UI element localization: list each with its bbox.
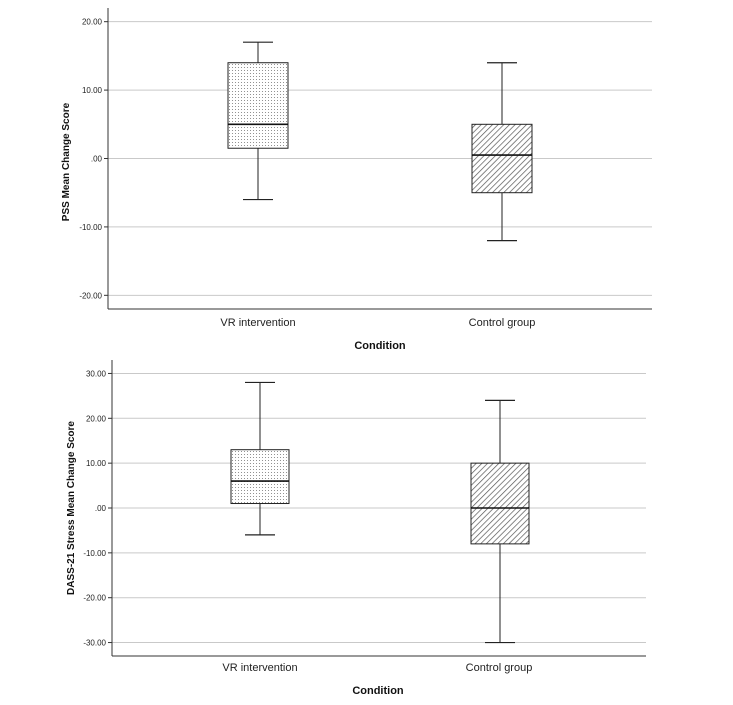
dass-vr-box-group [230, 381, 290, 536]
dass-y-tick-label: -10.00 [83, 549, 106, 558]
dass-control-box-group [470, 399, 530, 644]
pss-axes [107, 8, 652, 310]
dass-category-label-vr: VR intervention [222, 662, 297, 674]
dass-category-label-control: Control group [466, 662, 533, 674]
dass-y-tick-label: 20.00 [86, 414, 107, 423]
pss-boxes [227, 41, 533, 242]
pss-y-axis-label: PSS Mean Change Score [61, 102, 72, 221]
pss-boxplot: 20.00 10.00 .00 -10.00 -20.00 VR interventio… [61, 8, 652, 352]
pss-vr-box [227, 62, 289, 149]
pss-y-ticks: 20.00 10.00 .00 -10.00 -20.00 [79, 18, 108, 300]
pss-x-axis-label: Condition [354, 340, 406, 352]
dass-y-axis-label: DASS-21 Stress Mean Change Score [66, 421, 77, 595]
dass-stress-boxplot: 30.00 20.00 10.00 .00 -10.00 -20.00 -30.00 VR … [66, 360, 646, 697]
dass-control-box [470, 462, 530, 545]
pss-y-tick-label: 20.00 [82, 18, 103, 27]
pss-category-label-control: Control group [469, 317, 536, 329]
dass-axes [111, 360, 646, 657]
dass-y-tick-label: 10.00 [86, 459, 107, 468]
dass-y-tick-label: -20.00 [83, 594, 106, 603]
pss-y-tick-label: 10.00 [82, 86, 103, 95]
dass-boxes [230, 381, 530, 644]
dass-y-tick-label: .00 [95, 504, 107, 513]
pss-y-tick-label: .00 [91, 155, 103, 164]
pss-control-box-group [471, 62, 533, 242]
pss-y-tick-label: -10.00 [79, 223, 102, 232]
pss-grid [108, 21, 652, 296]
dass-vr-box [230, 449, 290, 505]
pss-y-tick-label: -20.00 [79, 291, 102, 300]
dass-y-tick-label: -30.00 [83, 639, 106, 648]
pss-control-box [471, 123, 533, 194]
dass-y-ticks: 30.00 20.00 10.00 .00 -10.00 -20.00 -30.00 [83, 369, 112, 648]
pss-vr-box-group [227, 41, 289, 201]
dass-grid [112, 372, 646, 644]
pss-category-label-vr: VR intervention [220, 317, 295, 329]
dass-x-axis-label: Condition [352, 685, 404, 697]
dass-y-tick-label: 30.00 [86, 369, 107, 378]
